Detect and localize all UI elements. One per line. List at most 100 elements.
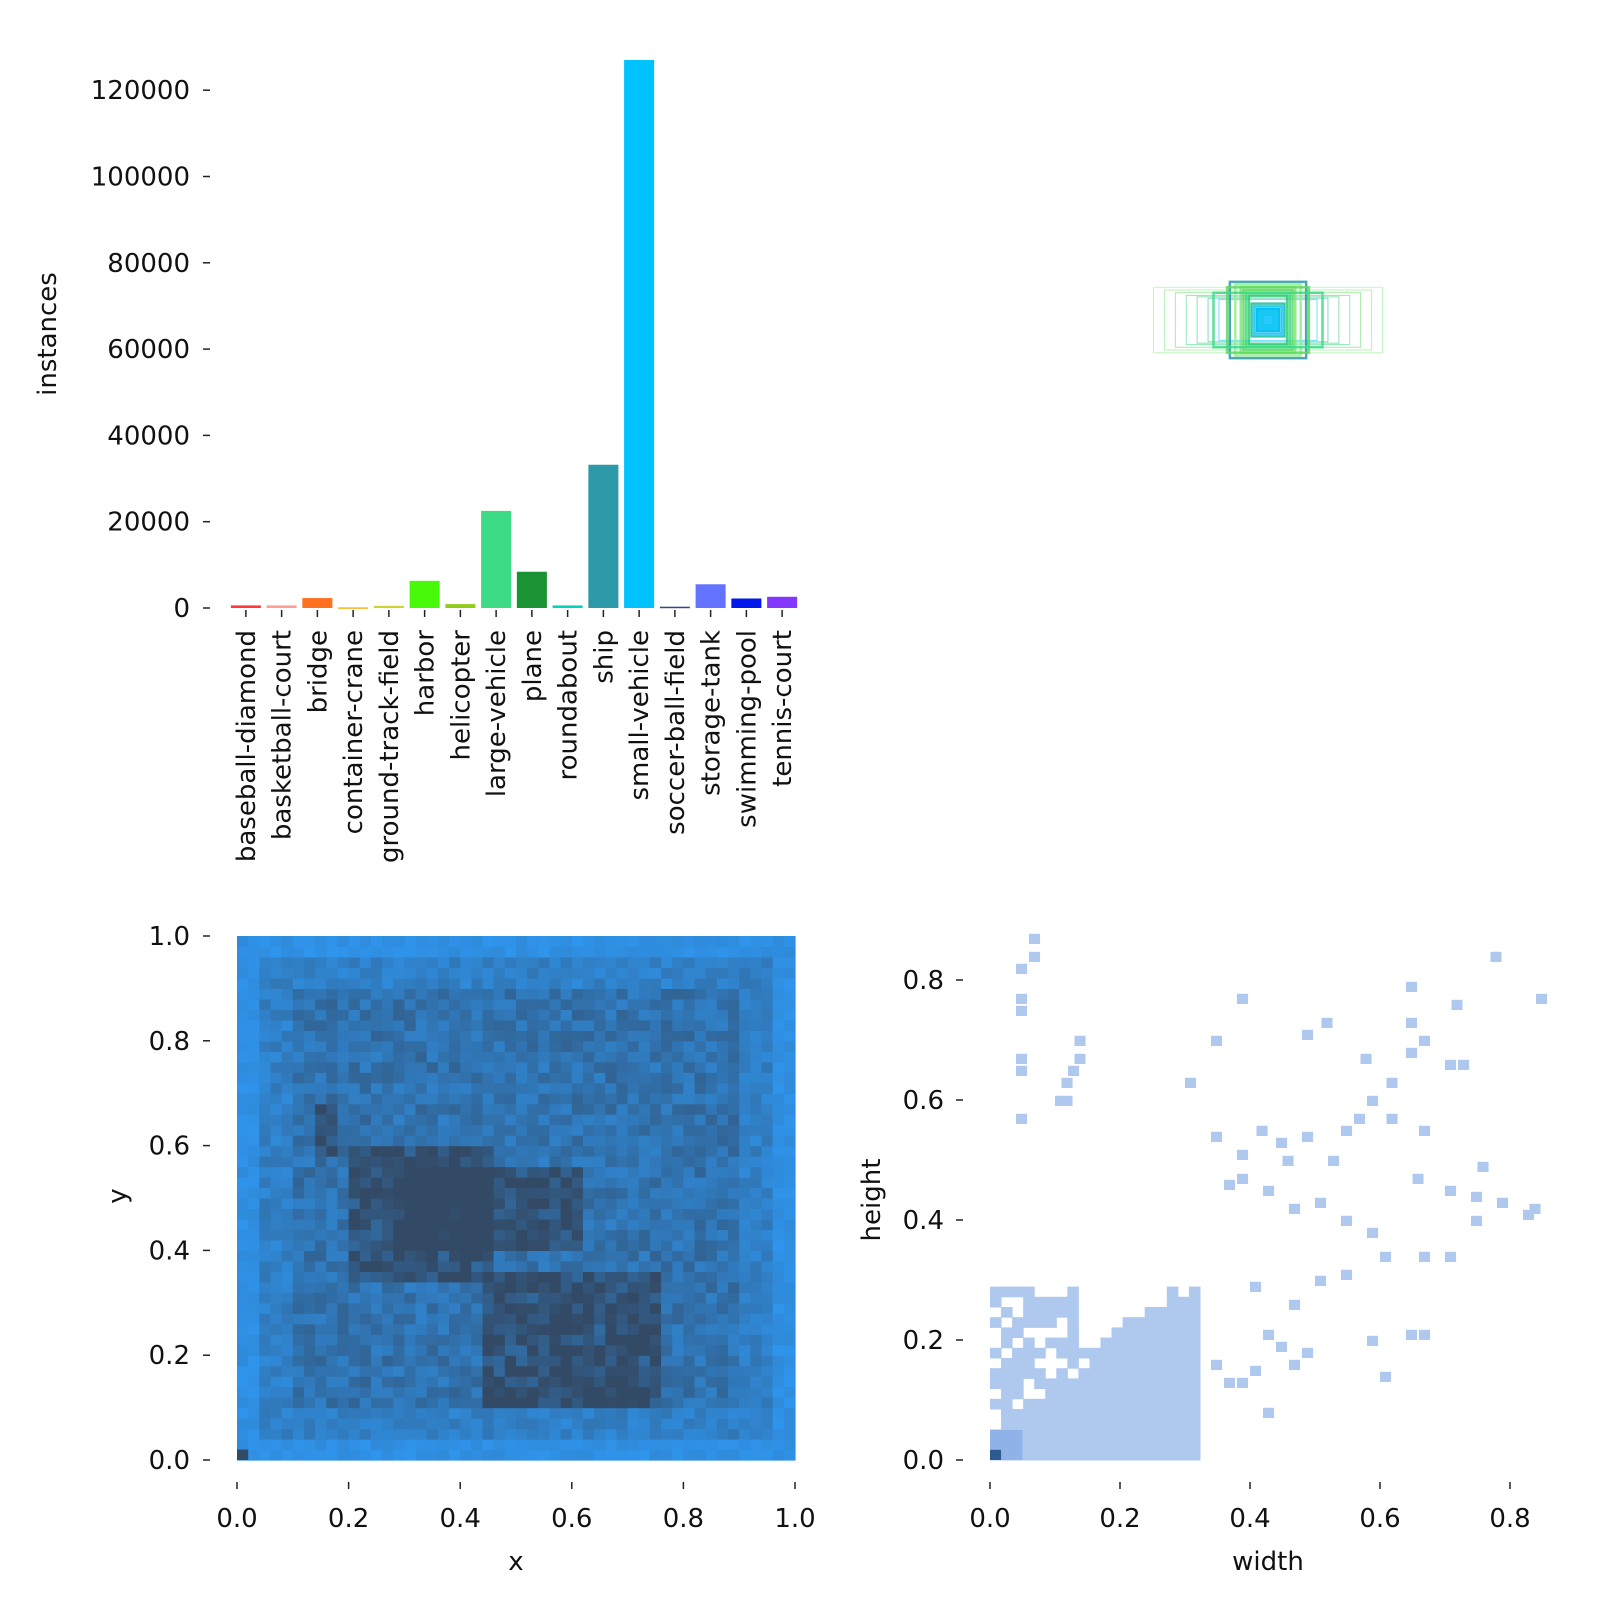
xy-heatmap-cell	[638, 1260, 651, 1272]
xy-heatmap-cell	[359, 1156, 372, 1168]
wh-heatmap-cell	[1012, 1419, 1024, 1430]
xy-heatmap-cell	[772, 1250, 785, 1262]
xy-heatmap-cell	[571, 1323, 584, 1335]
xy-heatmap-cell	[326, 1250, 339, 1262]
xy-heatmap-cell	[359, 1365, 372, 1377]
xy-heatmap-cell	[270, 1177, 283, 1189]
xy-heatmap-cell	[527, 1439, 539, 1451]
xy-heatmap-cell	[259, 1386, 272, 1398]
xy-heatmap-cell	[259, 1156, 272, 1168]
xy-heatmap-cell	[672, 946, 684, 958]
xy-heatmap-cell	[270, 1344, 283, 1356]
xy-heatmap-cell	[248, 946, 260, 958]
wh-heatmap-cell	[1016, 1005, 1028, 1016]
wh-heatmap-cell	[1386, 1077, 1398, 1088]
xy-heatmap-cell	[493, 1229, 506, 1241]
xy-heatmap-cell	[415, 1124, 428, 1136]
xy-heatmap-cell	[605, 1260, 618, 1272]
xy-heatmap-cell	[315, 1250, 327, 1262]
xy-heatmap-cell	[382, 1135, 394, 1147]
wh-heatmap-cell	[1471, 1191, 1483, 1202]
xy-heatmap-cell	[348, 1030, 361, 1042]
wh-heatmap-cell	[1445, 1059, 1457, 1070]
xy-heatmap-cell	[426, 1198, 439, 1210]
xy-heatmap-cell	[237, 998, 249, 1010]
xy-heatmap-cell	[504, 1124, 517, 1136]
xy-heatmap-cell	[582, 1334, 595, 1346]
xy-heatmap-cell	[237, 1260, 249, 1272]
xy-heatmap-cell	[694, 1344, 707, 1356]
xy-heatmap-cell	[739, 1177, 751, 1189]
xy-heatmap-cell	[516, 1449, 528, 1461]
xy-heatmap-cell	[672, 988, 684, 1000]
xy-heatmap-cell	[348, 1407, 361, 1419]
wh-heatmap-cell	[1001, 1388, 1013, 1400]
xy-heatmap-cell	[560, 1030, 573, 1042]
xy-heatmap-cell	[426, 1009, 439, 1021]
xy-heatmap-cell	[449, 1386, 461, 1398]
wh-heatmap-cell	[1023, 1409, 1035, 1420]
xy-heatmap-cell	[281, 1145, 294, 1157]
xy-heatmap-cell	[303, 988, 316, 1000]
xy-heatmap-cell	[471, 1208, 484, 1220]
xy-heatmap-cell	[739, 1051, 751, 1063]
xy-heatmap-cell	[728, 1187, 740, 1199]
xy-heatmap-cell	[404, 1051, 417, 1063]
xy-heatmap-cell	[292, 1376, 305, 1388]
xy-heatmap-cell	[627, 1344, 640, 1356]
xy-heatmap-cell	[493, 1260, 506, 1272]
xy-heatmap-cell	[627, 1187, 640, 1199]
x-tick-label: 0.0	[216, 1504, 257, 1534]
xy-heatmap-cell	[582, 1009, 595, 1021]
wh-heatmap-cell	[1188, 1439, 1201, 1451]
bar-soccer-ball-field	[659, 606, 690, 609]
xy-heatmap-cell	[504, 1418, 517, 1430]
xy-heatmap-cell	[594, 1386, 606, 1398]
xy-heatmap-cell	[482, 1407, 495, 1419]
xy-heatmap-cell	[516, 1302, 528, 1314]
xy-heatmap-cell	[672, 1449, 684, 1461]
xy-heatmap-cell	[493, 1376, 506, 1388]
xy-heatmap-cell	[370, 1156, 383, 1168]
xy-heatmap-cell	[560, 1365, 573, 1377]
xy-heatmap-cell	[582, 1239, 595, 1251]
xy-heatmap-cell	[303, 1281, 316, 1293]
xy-heatmap-cell	[750, 988, 763, 1000]
xy-heatmap-cell	[705, 1114, 718, 1126]
wh-heatmap-cell	[1016, 993, 1028, 1004]
xy-heatmap-cell	[437, 1208, 450, 1220]
xy-heatmap-cell	[415, 1187, 428, 1199]
xy-heatmap-cell	[571, 1302, 584, 1314]
xy-heatmap-cell	[315, 1093, 327, 1105]
xy-heatmap-cell	[237, 956, 249, 969]
xy-heatmap-cell	[393, 1229, 405, 1241]
xy-heatmap-cell	[460, 1292, 472, 1304]
xy-heatmap-cell	[326, 1397, 339, 1409]
wh-heatmap-cell	[1067, 1358, 1079, 1369]
xy-heatmap-cell	[649, 1281, 662, 1293]
xy-heatmap-cell	[538, 1260, 551, 1272]
xy-heatmap-cell	[616, 1187, 629, 1199]
xy-heatmap-cell	[270, 1260, 283, 1272]
y-tick-label: 0.0	[149, 1446, 190, 1476]
wh-heatmap-cell	[1188, 1449, 1201, 1461]
wh-heatmap-cell	[1177, 1296, 1190, 1308]
xy-heatmap-cell	[527, 1208, 539, 1220]
xy-heatmap-cell	[594, 998, 606, 1010]
xy-heatmap-cell	[728, 988, 740, 1000]
xy-heatmap-cell	[594, 1449, 606, 1461]
xy-heatmap-cell	[694, 1313, 707, 1325]
xy-heatmap-cell	[326, 1334, 339, 1346]
xy-heatmap-cell	[716, 1386, 729, 1398]
xy-heatmap-cell	[315, 1418, 327, 1430]
xy-heatmap-cell	[303, 1156, 316, 1168]
xy-heatmap-cell	[694, 1407, 707, 1419]
xy-heatmap-cell	[404, 1250, 417, 1262]
xy-heatmap-cell	[649, 1187, 662, 1199]
xy-heatmap-cell	[259, 1135, 272, 1147]
wh-heatmap-cell	[1321, 1017, 1333, 1028]
wh-heatmap-cell	[1056, 1307, 1068, 1318]
xy-heatmap-cell	[549, 1292, 562, 1304]
xy-heatmap-cell	[449, 1019, 461, 1031]
xy-heatmap-cell	[672, 1072, 684, 1084]
